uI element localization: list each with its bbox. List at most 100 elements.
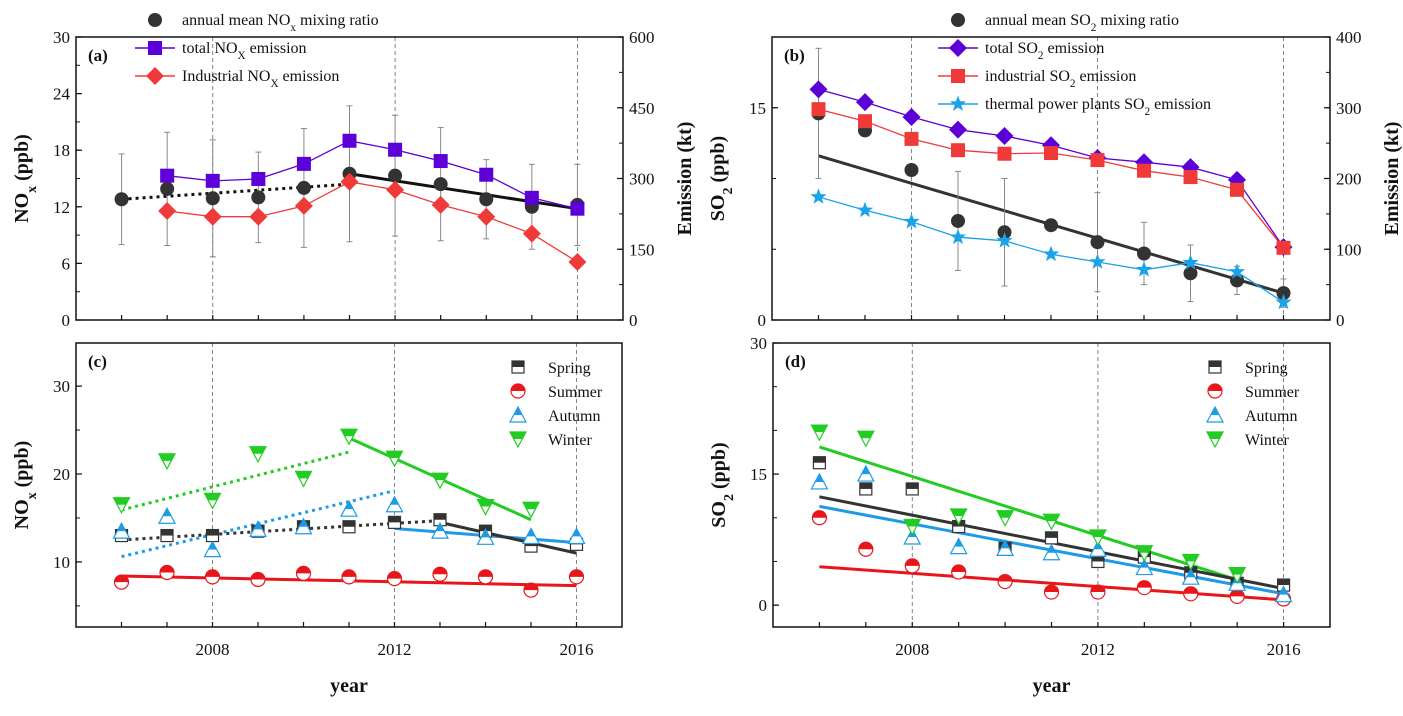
data-point: [809, 80, 828, 99]
legend-marker: [1208, 360, 1222, 374]
data-point: [1136, 580, 1152, 596]
data-point: [205, 173, 220, 188]
y-tick-label: 0: [759, 596, 768, 615]
data-point: [433, 513, 447, 527]
data-point: [432, 566, 448, 582]
marker-fill: [1043, 514, 1060, 522]
marker-fill: [433, 567, 447, 575]
data-point: [522, 527, 540, 545]
panel-a: 0 6 12 18 24 30 NOx (ppb) 0 150 300 450 600 Emission…: [11, 12, 696, 330]
data-point: [1088, 529, 1107, 547]
panel-b: 0 15 SO2 (ppb) 0 100 200 300 400 Emission (kt) (b…: [707, 12, 1403, 330]
data-point: [858, 114, 872, 129]
data-point: [249, 520, 267, 538]
marker-fill: [950, 509, 967, 517]
data-point: [1181, 553, 1200, 571]
legend-marker: [949, 39, 967, 57]
data-point: [479, 167, 494, 182]
data-point: [295, 565, 312, 581]
data-point: [859, 482, 873, 496]
marker-fill: [857, 431, 874, 439]
data-point: [996, 539, 1015, 556]
marker-fill: [858, 542, 873, 550]
marker-fill: [512, 361, 524, 367]
legend-label: Autumn: [1245, 408, 1297, 425]
marker-fill: [1091, 555, 1104, 562]
legend-label: Summer: [548, 384, 603, 401]
data-point: [294, 196, 313, 215]
data-point: [1230, 182, 1244, 197]
data-point: [203, 207, 222, 226]
data-point: [205, 191, 220, 206]
data-point: [340, 499, 358, 517]
data-point: [1181, 567, 1200, 585]
legend-label: total SO2 emission: [985, 40, 1104, 62]
data-point: [386, 571, 403, 587]
legend-marker: [146, 67, 164, 85]
data-point: [114, 192, 129, 207]
data-point: [340, 428, 358, 446]
legend-marker: [1206, 431, 1224, 449]
y-tick-label: 0: [758, 311, 767, 330]
marker-fill: [1000, 540, 1010, 549]
data-point: [249, 446, 267, 464]
y2-tick-label: 150: [629, 240, 655, 259]
legend-label: Autumn: [548, 408, 600, 425]
marker-fill: [388, 516, 401, 523]
data-point: [159, 564, 175, 581]
data-point: [1137, 163, 1151, 178]
legend-marker: [949, 95, 967, 111]
data-point: [1229, 588, 1245, 605]
trendline: [121, 450, 350, 512]
series-industrial-nox-emission: [158, 172, 587, 271]
y-tick-label: 15: [749, 99, 766, 118]
marker-fill: [1208, 384, 1222, 391]
marker-fill: [435, 523, 445, 532]
data-point: [431, 521, 449, 539]
y-tick-label: 30: [53, 28, 70, 47]
data-point: [951, 564, 967, 580]
data-point: [1042, 513, 1061, 531]
data-point: [160, 181, 175, 196]
marker-fill: [905, 558, 920, 566]
x-tick-label: 2008: [196, 640, 230, 659]
data-point: [296, 180, 311, 195]
data-point: [811, 510, 828, 526]
legend-label: annual mean SO2 mixing ratio: [985, 12, 1179, 34]
marker-fill: [434, 513, 446, 520]
data-point: [1090, 153, 1105, 168]
marker-fill: [295, 471, 312, 479]
x-axis-label: year: [1033, 675, 1071, 697]
data-point: [949, 537, 968, 555]
trendline: [439, 520, 577, 555]
data-point: [903, 213, 920, 229]
data-point: [1090, 584, 1106, 600]
series-total-nox-emission: [160, 133, 585, 216]
legend-label: annual mean NOx mixing ratio: [182, 12, 379, 34]
marker-fill: [341, 429, 357, 437]
data-point: [203, 492, 222, 510]
data-point: [341, 569, 357, 585]
data-point: [477, 569, 494, 585]
marker-fill: [161, 529, 173, 536]
marker-fill: [524, 583, 538, 591]
series-annual-mean-nox-mixing-ratio: [114, 105, 585, 258]
data-point: [112, 521, 131, 539]
marker-fill: [814, 473, 824, 482]
data-point: [385, 495, 404, 513]
data-point: [433, 154, 448, 169]
legend-marker: [148, 41, 162, 55]
marker-fill: [481, 529, 490, 538]
data-point: [112, 497, 131, 515]
marker-fill: [343, 520, 355, 527]
data-point: [1042, 543, 1061, 561]
marker-fill: [813, 456, 826, 463]
data-point: [904, 558, 920, 574]
data-point: [113, 574, 130, 590]
marker-fill: [117, 523, 126, 532]
marker-fill: [253, 521, 263, 530]
data-point: [951, 143, 965, 158]
x-tick-label: 2012: [1081, 640, 1115, 659]
legend-marker: [951, 13, 965, 27]
